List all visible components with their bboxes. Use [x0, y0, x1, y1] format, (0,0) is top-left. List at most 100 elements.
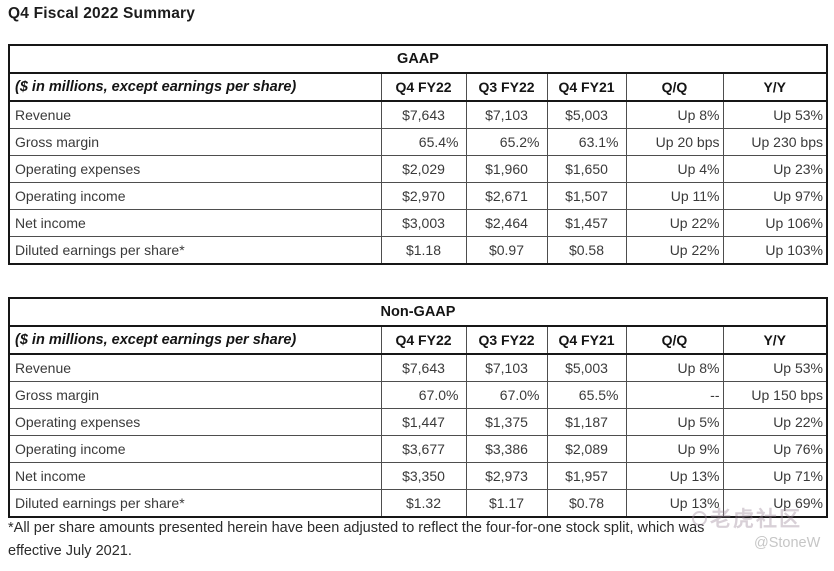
cell-value: $2,970 [380, 182, 467, 210]
cell-value: Up 9% [625, 435, 724, 463]
cell-value: $1,957 [546, 462, 627, 490]
table-group-header-row: Non-GAAP [9, 298, 827, 327]
table-group-header-row: GAAP [9, 45, 827, 74]
row-label: Diluted earnings per share* [8, 489, 382, 518]
cell-value: 65.2% [465, 128, 548, 156]
cell-value: Up 22% [625, 209, 724, 237]
cell-value: $0.78 [546, 489, 627, 518]
cell-value: 63.1% [546, 128, 627, 156]
cell-value: Up 8% [625, 100, 724, 129]
column-header-q4fy21: Q4 FY21 [546, 325, 627, 355]
cell-value: 65.4% [380, 128, 467, 156]
row-label: Gross margin [8, 381, 382, 409]
table-row: Operating income $3,677 $3,386 $2,089 Up 9% U… [8, 435, 828, 463]
table-row: Revenue $7,643 $7,103 $5,003 Up 8% Up 53% [8, 353, 828, 382]
cell-value: -- [625, 381, 724, 409]
cell-value: Up 150 bps [722, 381, 828, 409]
cell-value: $1,447 [380, 408, 467, 436]
cell-value: $1,960 [465, 155, 548, 183]
group-header-gaap: GAAP [9, 45, 827, 74]
cell-value: $2,464 [465, 209, 548, 237]
table-row: Gross margin 65.4% 65.2% 63.1% Up 20 bps Up 2… [8, 128, 828, 156]
row-label: Net income [8, 462, 382, 490]
table-row: Operating income $2,970 $2,671 $1,507 Up 11%… [8, 182, 828, 210]
row-label: Diluted earnings per share* [8, 236, 382, 265]
cell-value: Up 13% [625, 489, 724, 518]
table-column-header-row: ($ in millions, except earnings per shar… [8, 72, 828, 102]
page-title: Q4 Fiscal 2022 Summary [8, 5, 196, 22]
cell-value: Up 103% [722, 236, 828, 265]
cell-value: 65.5% [546, 381, 627, 409]
cell-value: $7,103 [465, 100, 548, 129]
table-row: Diluted earnings per share* $1.18 $0.97 $0.… [8, 236, 828, 265]
cell-value: $3,003 [380, 209, 467, 237]
cell-value: Up 23% [722, 155, 828, 183]
footnote-line-2: effective July 2021. [8, 543, 132, 559]
cell-value: $0.58 [546, 236, 627, 265]
table-row: Revenue $7,643 $7,103 $5,003 Up 8% Up 53% [8, 100, 828, 129]
cell-value: Up 97% [722, 182, 828, 210]
column-header-q4fy22: Q4 FY22 [380, 72, 467, 102]
cell-value: $5,003 [546, 100, 627, 129]
cell-value: Up 76% [722, 435, 828, 463]
table-row: Net income $3,003 $2,464 $1,457 Up 22% Up 106… [8, 209, 828, 237]
cell-value: $2,671 [465, 182, 548, 210]
cell-value: Up 22% [722, 408, 828, 436]
cell-value: $1.32 [380, 489, 467, 518]
cell-value: Up 11% [625, 182, 724, 210]
table-row: Operating expenses $1,447 $1,375 $1,187 Up 5… [8, 408, 828, 436]
cell-value: $7,643 [380, 353, 467, 382]
cell-value: 67.0% [465, 381, 548, 409]
table-row: Gross margin 67.0% 67.0% 65.5% -- Up 150 bps [8, 381, 828, 409]
row-label: Gross margin [8, 128, 382, 156]
cell-value: Up 8% [625, 353, 724, 382]
cell-value: Up 5% [625, 408, 724, 436]
group-header-non-gaap: Non-GAAP [9, 298, 827, 327]
footnote-line-1: *All per share amounts presented herein … [8, 520, 705, 536]
row-label: Operating expenses [8, 155, 382, 183]
cell-value: Up 53% [722, 353, 828, 382]
cell-value: Up 230 bps [722, 128, 828, 156]
row-label: Operating income [8, 182, 382, 210]
cell-value: $1,375 [465, 408, 548, 436]
cell-value: $1.17 [465, 489, 548, 518]
column-header-q3fy22: Q3 FY22 [465, 325, 548, 355]
cell-value: $1,187 [546, 408, 627, 436]
table-column-header-row: ($ in millions, except earnings per shar… [8, 325, 828, 355]
cell-value: Up 53% [722, 100, 828, 129]
cell-value: $5,003 [546, 353, 627, 382]
cell-value: Up 69% [722, 489, 828, 518]
units-note: ($ in millions, except earnings per shar… [8, 72, 382, 102]
column-header-yoy: Y/Y [722, 72, 828, 102]
cell-value: $2,973 [465, 462, 548, 490]
cell-value: $7,643 [380, 100, 467, 129]
cell-value: 67.0% [380, 381, 467, 409]
cell-value: $1,457 [546, 209, 627, 237]
non-gaap-table: Non-GAAP ($ in millions, except earnings… [8, 297, 828, 518]
table-row: Operating expenses $2,029 $1,960 $1,650 Up 4… [8, 155, 828, 183]
cell-value: Up 20 bps [625, 128, 724, 156]
cell-value: Up 106% [722, 209, 828, 237]
column-header-yoy: Y/Y [722, 325, 828, 355]
cell-value: $3,350 [380, 462, 467, 490]
row-label: Net income [8, 209, 382, 237]
cell-value: $2,029 [380, 155, 467, 183]
cell-value: $0.97 [465, 236, 548, 265]
cell-value: $7,103 [465, 353, 548, 382]
row-label: Operating expenses [8, 408, 382, 436]
column-header-qoq: Q/Q [625, 72, 724, 102]
gaap-table: GAAP ($ in millions, except earnings per… [8, 44, 828, 265]
column-header-q4fy22: Q4 FY22 [380, 325, 467, 355]
row-label: Revenue [8, 100, 382, 129]
cell-value: $2,089 [546, 435, 627, 463]
cell-value: $1.18 [380, 236, 467, 265]
row-label: Revenue [8, 353, 382, 382]
cell-value: Up 71% [722, 462, 828, 490]
table-row: Net income $3,350 $2,973 $1,957 Up 13% Up 71% [8, 462, 828, 490]
column-header-q4fy21: Q4 FY21 [546, 72, 627, 102]
row-label: Operating income [8, 435, 382, 463]
units-note: ($ in millions, except earnings per shar… [8, 325, 382, 355]
cell-value: Up 4% [625, 155, 724, 183]
cell-value: $3,677 [380, 435, 467, 463]
